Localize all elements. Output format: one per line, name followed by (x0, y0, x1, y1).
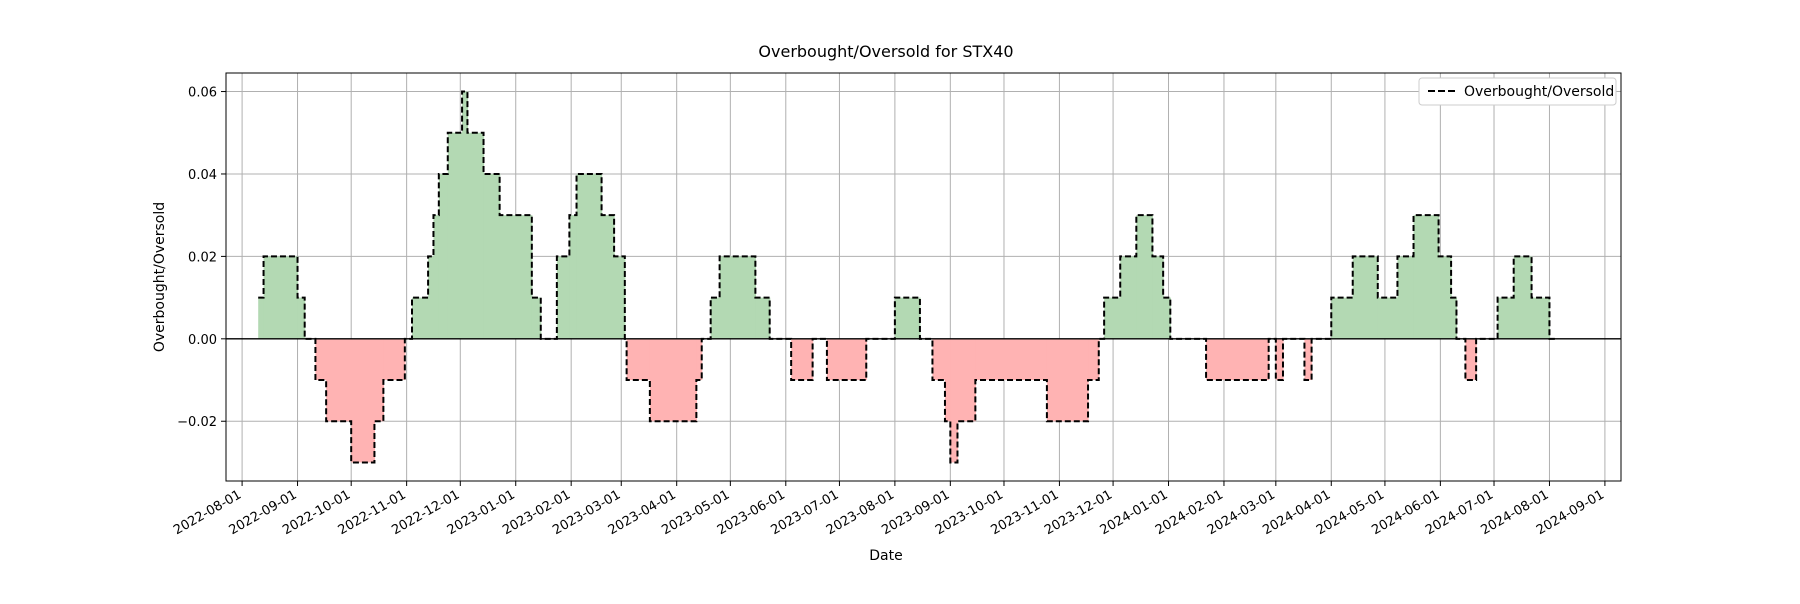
overbought-area (601, 215, 615, 339)
overbought-area (1413, 215, 1440, 339)
overbought-area (438, 173, 449, 339)
oversold-area (1046, 338, 1089, 422)
oversold-area (1206, 338, 1270, 381)
series-line-overbought-oversold (258, 90, 1555, 464)
overbought-area (1377, 297, 1399, 339)
overbought-area (1397, 256, 1415, 339)
overbought-area (1152, 256, 1164, 339)
oversold-area (950, 338, 959, 463)
oversold-area (649, 338, 697, 422)
overbought-area (576, 173, 603, 339)
overbought-area (1497, 297, 1515, 339)
overbought-area (483, 173, 501, 339)
x-axis-ticks: 2022-08-012022-09-012022-10-012022-11-01… (171, 481, 1607, 538)
oversold-area (315, 338, 327, 381)
overbought-area (531, 297, 542, 339)
overbought-area (894, 297, 921, 339)
y-tick-label: 0.06 (188, 86, 217, 101)
oversold-area (957, 338, 976, 422)
oversold-area (944, 338, 951, 422)
overbought-area (447, 132, 463, 339)
oversold-area (791, 338, 814, 381)
oversold-area (383, 338, 406, 381)
overbought-area (258, 297, 265, 339)
legend-box (1418, 77, 1617, 106)
oversold-area (826, 338, 867, 381)
overbought-area (1352, 256, 1379, 339)
oversold-area (696, 338, 703, 381)
oversold-area (932, 338, 946, 381)
plot-frame (225, 72, 1622, 482)
oversold-area (975, 338, 1048, 381)
y-tick-label: 0.04 (188, 168, 217, 183)
oversold-area (326, 338, 352, 422)
y-tick-label: 0.00 (188, 333, 217, 348)
chart-title: Overbought/Oversold for STX40 (758, 42, 1013, 61)
oversold-area (351, 338, 376, 463)
overbought-area (297, 297, 306, 339)
overbought-area (1120, 256, 1137, 339)
overbought-area (467, 132, 485, 339)
overbought-area (1104, 297, 1121, 339)
y-tick-label: 0.02 (188, 250, 217, 265)
overbought-area (263, 256, 299, 339)
overbought-area (412, 297, 429, 339)
overbought-area (428, 256, 435, 339)
overbought-area (1163, 297, 1171, 339)
oversold-area (1088, 338, 1100, 381)
overbought-area (1438, 256, 1452, 339)
overbought-area (462, 91, 469, 339)
overbought-area (710, 297, 721, 339)
oversold-area (1275, 338, 1284, 381)
y-axis-label: Overbought/Oversold (152, 202, 168, 352)
overbought-area (614, 256, 626, 339)
y-axis-ticks: −0.02 0.00 0.02 0.04 0.06 (177, 86, 226, 430)
oversold-area (626, 338, 651, 381)
overbought-area (433, 215, 440, 339)
overbought-area (1451, 297, 1458, 339)
fill-layer (258, 91, 1551, 463)
legend: Overbought/Oversold (1418, 77, 1617, 106)
y-tick-label: −0.02 (177, 415, 217, 430)
overbought-area (1136, 215, 1154, 339)
overbought-area (499, 215, 533, 339)
oversold-area (374, 338, 384, 422)
overbought-area (1331, 297, 1354, 339)
oversold-area (1465, 338, 1477, 381)
overbought-area (719, 256, 756, 339)
legend-label: Overbought/Oversold (1464, 84, 1614, 100)
overbought-area (1513, 256, 1533, 339)
x-axis-label: Date (869, 548, 902, 564)
overbought-area (1531, 297, 1551, 339)
overbought-area (755, 297, 771, 339)
overbought-area (569, 215, 578, 339)
overbought-area (556, 256, 570, 339)
oversold-area (1304, 338, 1313, 381)
